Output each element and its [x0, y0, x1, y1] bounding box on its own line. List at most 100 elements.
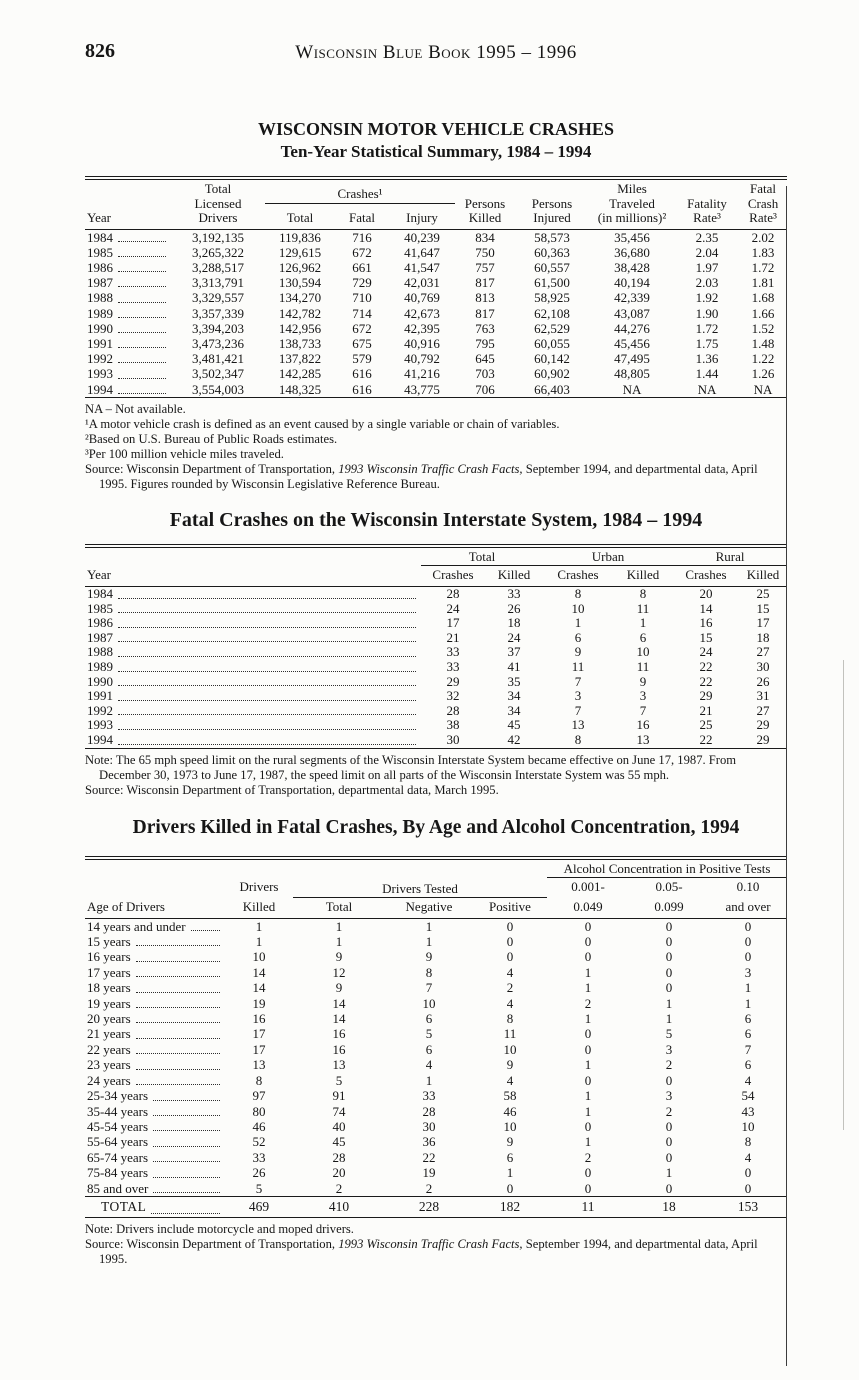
table-cell: 3: [639, 688, 647, 704]
table-cell: 1991: [85, 336, 171, 351]
table-cell: 6: [744, 1026, 752, 1042]
table-cell: 17: [252, 1026, 266, 1042]
col-header-year: Year: [85, 545, 421, 587]
table-cell: TOTAL: [85, 1196, 225, 1217]
dotted-leader: [118, 699, 416, 701]
dotted-leader: [135, 1068, 220, 1070]
table-cell: 42,395: [404, 320, 440, 336]
table-cell: 1.36: [695, 351, 719, 367]
table-cell: 4: [506, 964, 514, 980]
source-text: September 1994, and departmental data, A…: [99, 1236, 758, 1266]
table-cell: 2.04: [695, 244, 719, 260]
table-cell: 0: [665, 1180, 673, 1196]
table-cell: 1.92: [695, 290, 719, 306]
table-cell: 11: [636, 600, 650, 616]
row-label: TOTAL: [101, 1198, 147, 1214]
table-cell: 3: [744, 964, 752, 980]
table-cell: 20: [699, 585, 713, 601]
page-edge-rule: [786, 186, 788, 1366]
table-cell: 1.75: [695, 336, 719, 352]
col-header-tested-negative: Negative: [385, 897, 473, 919]
table-cell: 4: [744, 1149, 752, 1165]
table-cell: 0: [744, 934, 752, 950]
table-cell: 3,192,135: [192, 229, 244, 245]
table-cell: 795: [475, 336, 495, 352]
col-header-fatality-rate: Fatality Rate³: [675, 178, 740, 230]
table-cell: 15: [699, 629, 713, 645]
dotted-leader: [118, 377, 166, 379]
table-cell: 41,216: [404, 366, 440, 382]
table-row: 1984 28 33 8 8 20 25: [85, 586, 787, 601]
col-group-total: Total: [421, 545, 543, 567]
col-header-fatal-crash-rate: Fatal Crash Rate³: [739, 178, 788, 230]
row-label: 15 years: [87, 934, 131, 950]
col-header-bac-high-line1: 0.10: [736, 879, 760, 895]
table-cell: 757: [475, 260, 495, 276]
col-header-tested-total: Total: [293, 897, 385, 919]
table-cell: 1: [425, 1072, 433, 1088]
dotted-leader: [135, 1022, 220, 1024]
table-cell: 61,500: [534, 275, 570, 291]
col-group-drivers-tested: Drivers Tested: [293, 877, 548, 899]
table-cell: 5: [425, 1026, 433, 1042]
table-cell: 13: [571, 717, 585, 733]
table-cell: 10: [741, 1118, 755, 1134]
table-cell: 2.03: [695, 275, 719, 291]
dotted-leader: [135, 1053, 220, 1055]
row-label: 1985: [87, 600, 113, 616]
dotted-leader: [118, 271, 166, 273]
table-cell: 19: [422, 1165, 436, 1181]
table-cell: 1: [574, 615, 582, 631]
table-cell: 119,836: [279, 229, 321, 245]
table-cell: 1.97: [695, 260, 719, 276]
table-cell: 10: [503, 1041, 517, 1057]
table-cell: 2: [665, 1103, 673, 1119]
table-cell: 153: [737, 1198, 759, 1214]
table-cell: 52: [252, 1134, 266, 1150]
row-label: 1987: [87, 629, 113, 645]
dotted-leader: [153, 1099, 220, 1101]
dotted-leader: [118, 286, 166, 288]
table-cell: 16: [699, 615, 713, 631]
table-cell: 13: [636, 731, 650, 747]
table-cell: 1: [425, 934, 433, 950]
table-cell: 9: [506, 1057, 514, 1073]
table-cell: 29: [699, 688, 713, 704]
table-cell: 7: [639, 702, 647, 718]
table-cell: 41,647: [404, 244, 440, 260]
table-cell: 14: [332, 995, 346, 1011]
table-cell: 55-64 years: [85, 1134, 225, 1149]
table-cell: 6: [744, 1057, 752, 1073]
table-cell: 1.90: [695, 305, 719, 321]
header-spacer: [85, 878, 225, 898]
dotted-leader: [151, 1212, 220, 1214]
table-cell: 29: [756, 717, 770, 733]
table-cell: 35: [507, 673, 521, 689]
table-cell: 24 years: [85, 1073, 225, 1088]
table3-title: Drivers Killed in Fatal Crashes, By Age …: [132, 816, 740, 838]
table-row: 1985 24 26 10 11 14 15: [85, 600, 787, 617]
dotted-leader: [135, 1037, 220, 1039]
table-row: 18 years 14 9 7 2 1 0 1: [85, 980, 787, 995]
footnote-1: ¹A motor vehicle crash is defined as an …: [85, 416, 560, 431]
row-label: 1984: [87, 585, 113, 601]
col-group-crashes: Crashes¹: [265, 178, 456, 204]
table-cell: 817: [475, 275, 495, 291]
table-cell: 34: [507, 702, 521, 718]
table-cell: 3: [574, 688, 582, 704]
table1-body: 1984 3,192,135 119,836 716 40,239 834 58,573 35…: [85, 229, 787, 397]
table-cell: 1: [584, 1103, 592, 1119]
table-cell: 813: [475, 290, 495, 306]
table-row: 1987 3,313,791 130,594 729 42,031 817 61,500 40…: [85, 275, 787, 290]
table-cell: 228: [418, 1198, 440, 1214]
col-header-rural-killed: Killed: [739, 565, 788, 587]
table2-source: Source: Wisconsin Department of Transpor…: [85, 783, 787, 798]
table-cell: 22: [699, 731, 713, 747]
row-label: 18 years: [87, 980, 131, 996]
dotted-leader: [118, 597, 416, 599]
col-group-alcohol-concentration: Alcohol Concentration in Positive Tests: [547, 857, 788, 879]
table-cell: 0: [584, 1072, 592, 1088]
table-cell: 16: [252, 1011, 266, 1027]
table-cell: 13: [332, 1057, 346, 1073]
